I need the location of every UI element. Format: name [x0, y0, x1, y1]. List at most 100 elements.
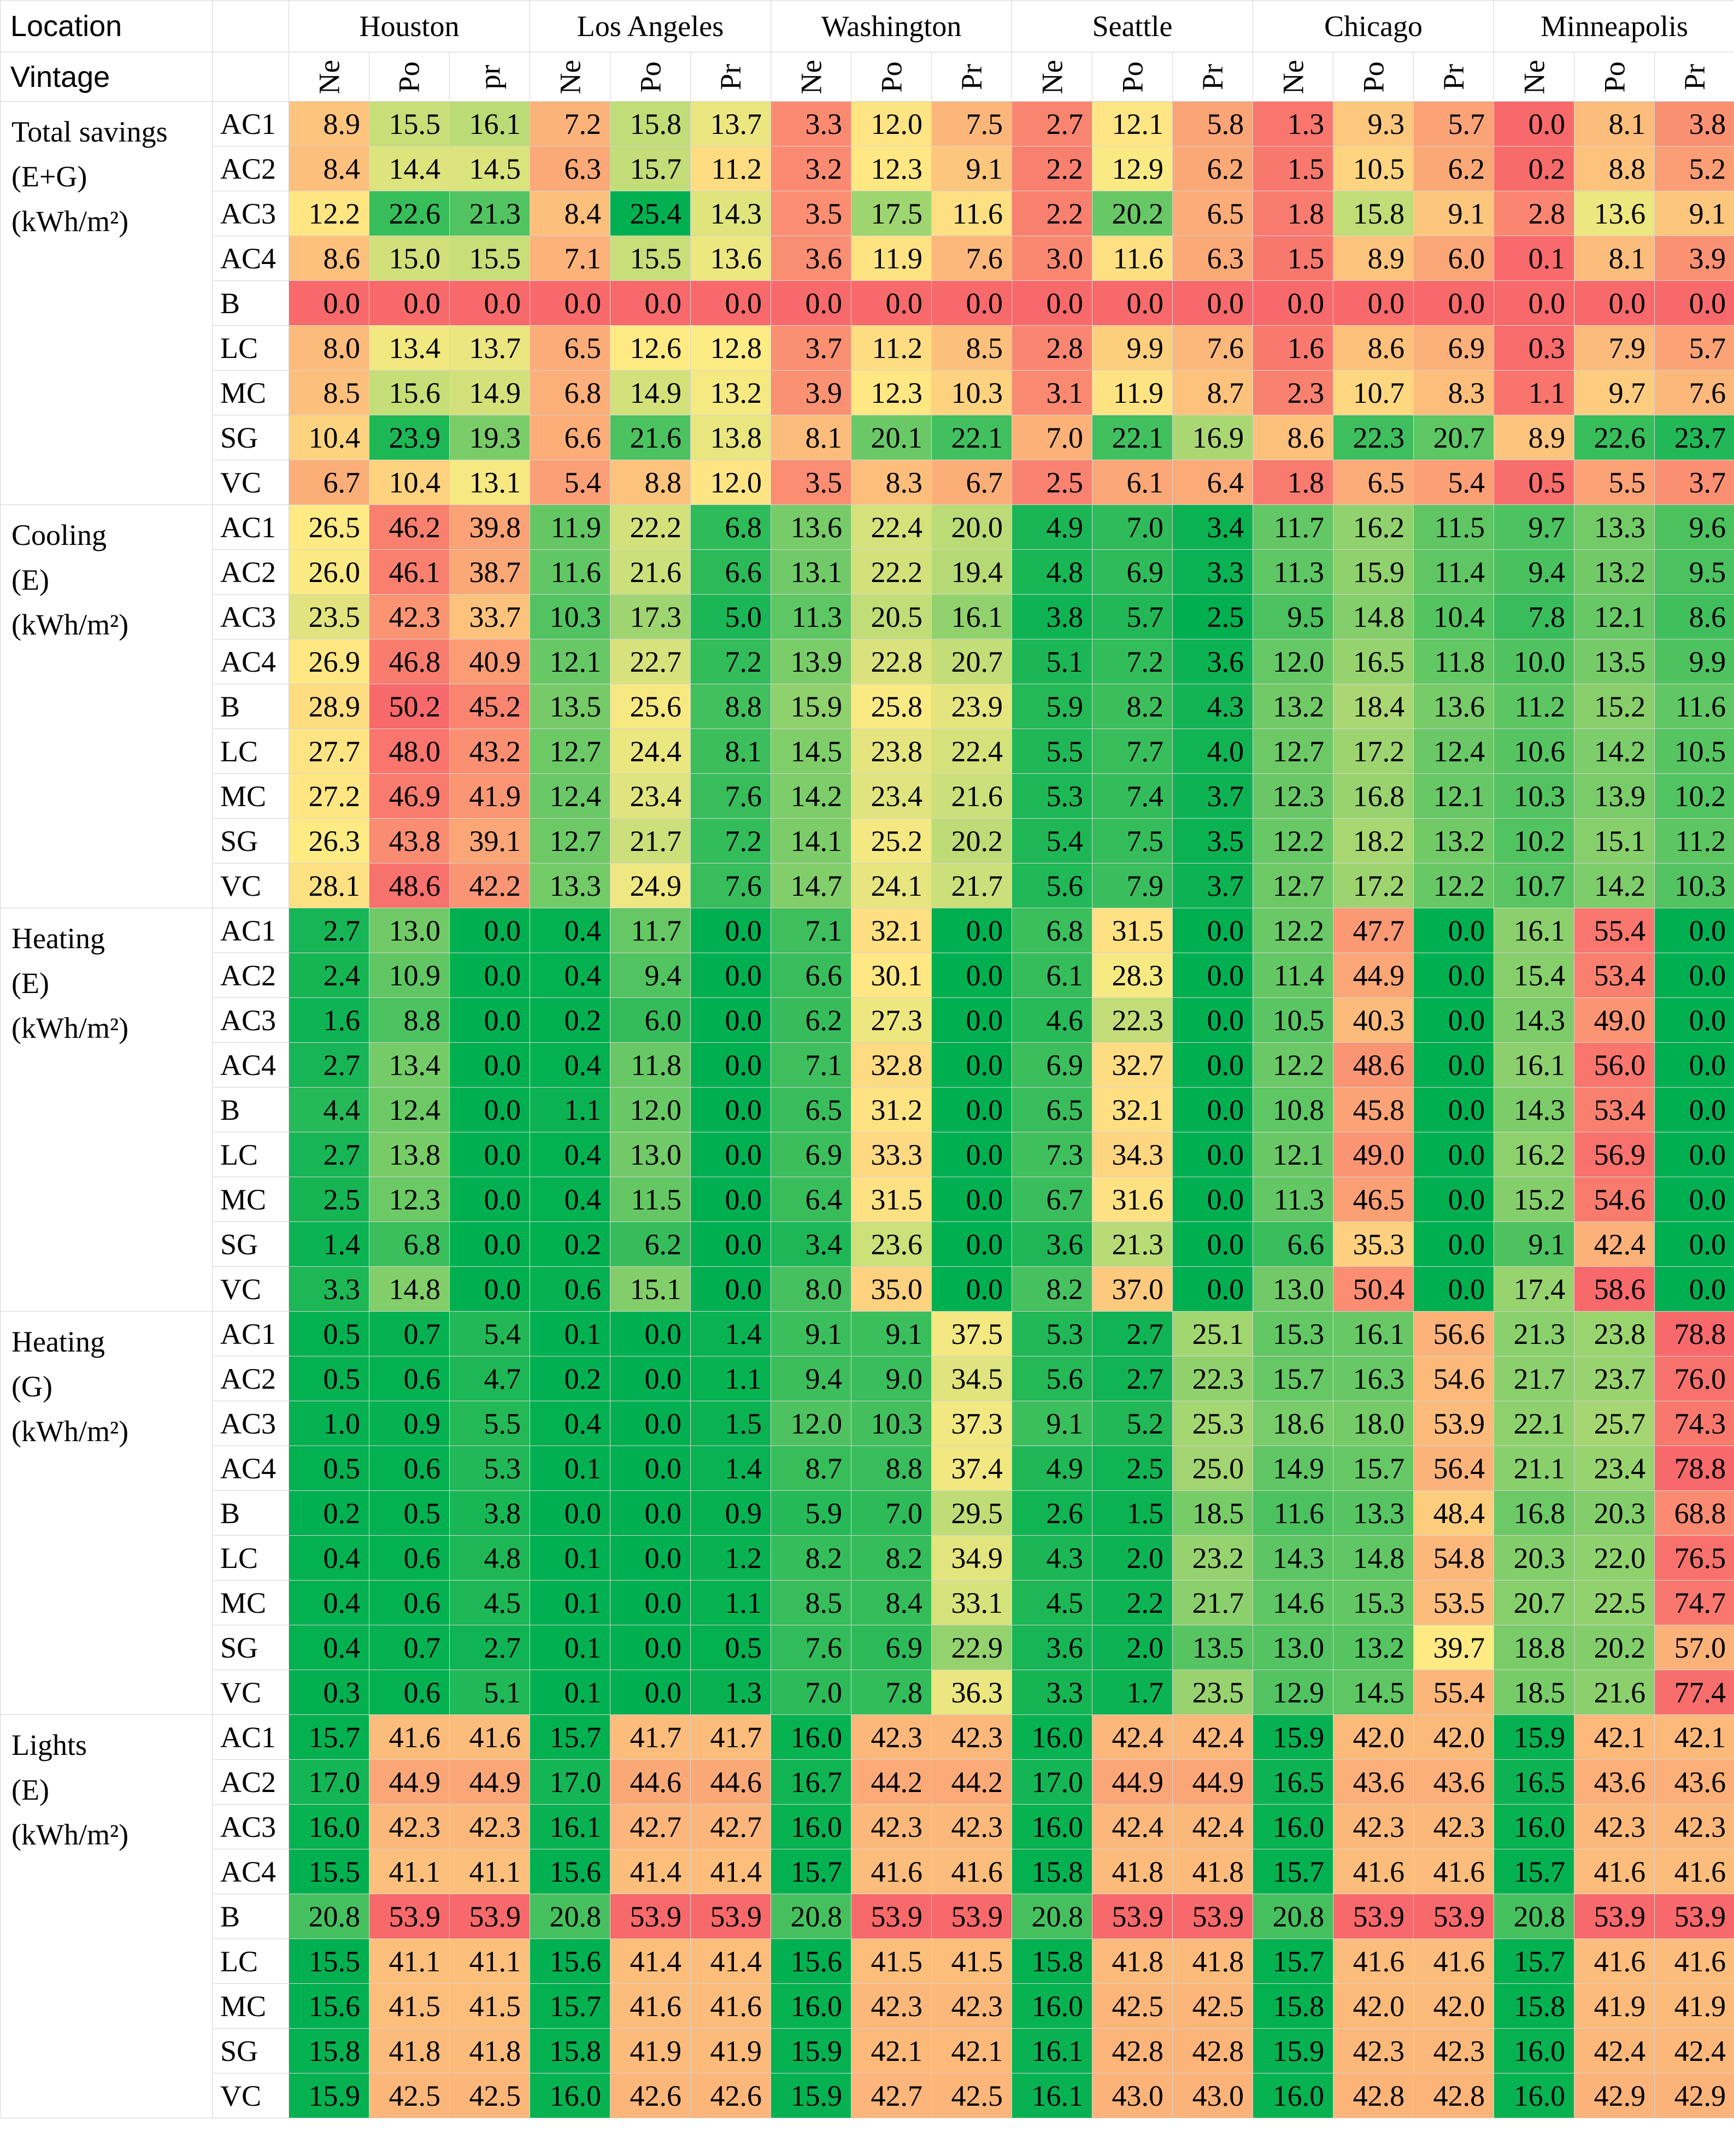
data-cell: 12.6 — [610, 325, 691, 371]
data-cell: 13.6 — [771, 504, 852, 550]
data-cell: 22.6 — [1574, 415, 1655, 460]
vintage-header-label: Vintage — [0, 52, 213, 102]
vintage-label: Pr — [931, 52, 1013, 102]
data-cell: 0.1 — [1494, 236, 1575, 281]
data-cell: 0.0 — [690, 908, 772, 953]
data-cell: 0.5 — [289, 1446, 369, 1491]
data-cell: 42.7 — [690, 1804, 772, 1849]
empty-header-cell — [212, 52, 289, 102]
data-cell: 7.3 — [1012, 1132, 1093, 1177]
data-cell: 42.3 — [851, 1804, 932, 1849]
strategy-label: AC3 — [212, 594, 289, 639]
data-cell: 11.3 — [1253, 549, 1334, 595]
data-cell: 5.5 — [1574, 460, 1655, 505]
data-cell: 20.8 — [1253, 1894, 1334, 1939]
data-cell: 9.1 — [1494, 1221, 1575, 1267]
data-cell: 0.0 — [851, 280, 932, 326]
data-cell: 16.0 — [1012, 1983, 1093, 2029]
data-cell: 0.0 — [1172, 1042, 1254, 1088]
data-cell: 0.0 — [449, 1266, 531, 1312]
data-cell: 46.5 — [1333, 1177, 1414, 1222]
data-cell: 11.3 — [771, 594, 852, 639]
data-cell: 0.0 — [449, 1087, 531, 1132]
data-row: AC3 1.6 8.8 0.0 0.2 6.0 0.0 6.2 27.3 0.0 4.6 22.3 0.… — [1, 997, 1734, 1043]
strategy-label: B — [212, 1087, 289, 1132]
data-cell: 7.4 — [1092, 773, 1173, 819]
data-row: Cooling (E) (kWh/m²) AC1 26.5 46.2 39.8 11.9 22… — [0, 504, 1734, 908]
vintage-label: Po — [369, 52, 450, 102]
data-cell: 0.0 — [1413, 1221, 1495, 1267]
data-row: MC 2.5 12.3 0.0 0.4 11.5 0.0 6.4 31.5 0.0 6.7 31.6 0… — [1, 1177, 1734, 1222]
data-cell: 8.2 — [771, 1535, 852, 1581]
data-row: SG 10.4 23.9 19.3 6.6 21.6 13.8 8.1 20.1 22.1 7.0 2… — [1, 415, 1734, 460]
data-cell: 6.1 — [1012, 953, 1093, 998]
group-label-line: Heating — [11, 1325, 105, 1358]
data-cell: 5.0 — [690, 594, 772, 639]
data-cell: 0.0 — [1172, 1221, 1254, 1267]
group-label-line: (E+G) — [11, 160, 87, 193]
data-cell: 1.6 — [1253, 325, 1334, 371]
data-cell: 15.1 — [610, 1266, 691, 1312]
strategy-label: AC3 — [212, 191, 289, 236]
data-cell: 25.1 — [1172, 1311, 1254, 1356]
data-row: SG 15.8 41.8 41.8 15.8 41.9 41.9 15.9 42.1 42.1 16… — [1, 2028, 1734, 2073]
data-cell: 42.4 — [1092, 1804, 1173, 1849]
strategy-label: LC — [212, 1938, 289, 1984]
data-cell: 16.0 — [289, 1804, 369, 1849]
data-cell: 56.9 — [1574, 1132, 1655, 1177]
data-cell: 12.3 — [851, 146, 932, 191]
data-cell: 0.0 — [690, 997, 772, 1043]
data-cell: 41.7 — [610, 1714, 691, 1760]
data-cell: 5.5 — [1012, 729, 1093, 774]
data-cell: 6.7 — [1012, 1177, 1093, 1222]
data-cell: 11.9 — [530, 504, 611, 550]
data-cell: 42.5 — [1172, 1983, 1254, 2029]
data-cell: 3.7 — [1654, 460, 1734, 505]
data-cell: 16.0 — [1494, 2073, 1575, 2118]
data-cell: 12.4 — [1413, 729, 1495, 774]
data-cell: 0.4 — [530, 1132, 611, 1177]
vintage-label: Pr — [1172, 52, 1254, 102]
data-cell: 20.7 — [1413, 415, 1495, 460]
data-cell: 10.3 — [530, 594, 611, 639]
data-cell: 42.9 — [1574, 2073, 1655, 2118]
data-cell: 15.7 — [1494, 1849, 1575, 1894]
vintage-label: Pr — [1413, 52, 1495, 102]
data-cell: 10.4 — [369, 460, 450, 505]
strategy-label: SG — [212, 1625, 289, 1670]
data-cell: 0.0 — [1172, 280, 1254, 326]
data-cell: 39.8 — [449, 504, 531, 550]
data-cell: 9.7 — [1494, 504, 1575, 550]
data-cell: 7.6 — [771, 1625, 852, 1670]
data-cell: 22.4 — [851, 504, 932, 550]
data-cell: 0.0 — [1413, 1132, 1495, 1177]
data-cell: 13.0 — [369, 908, 450, 953]
data-cell: 24.9 — [610, 863, 691, 908]
data-cell: 25.2 — [851, 818, 932, 863]
data-row: Heating (E) (kWh/m²) AC1 2.7 13.0 0.0 0.4 11.7… — [0, 908, 1734, 1312]
data-cell: 35.3 — [1333, 1221, 1414, 1267]
data-cell: 13.1 — [449, 460, 531, 505]
group-label-line: (G) — [11, 1370, 52, 1403]
data-cell: 0.6 — [369, 1580, 450, 1625]
data-cell: 7.2 — [1092, 639, 1173, 684]
data-cell: 0.2 — [530, 1221, 611, 1267]
data-cell: 12.2 — [1253, 908, 1334, 953]
data-cell: 22.6 — [369, 191, 450, 236]
data-cell: 0.0 — [1654, 908, 1734, 953]
location-houston: Houston — [288, 0, 531, 52]
data-cell: 13.1 — [771, 549, 852, 595]
data-cell: 27.2 — [289, 773, 369, 819]
data-cell: 15.6 — [289, 1983, 369, 2029]
data-cell: 25.6 — [610, 684, 691, 729]
strategy-label: AC2 — [212, 953, 289, 998]
data-cell: 43.6 — [1654, 1759, 1734, 1805]
data-cell: 43.0 — [1172, 2073, 1254, 2118]
data-cell: 20.2 — [1574, 1625, 1655, 1670]
data-cell: 0.0 — [610, 1580, 691, 1625]
data-cell: 0.0 — [610, 1311, 691, 1356]
data-row: MC 8.5 15.6 14.9 6.8 14.9 13.2 3.9 12.3 10.3 3.1 11… — [1, 370, 1734, 415]
data-cell: 15.7 — [1253, 1849, 1334, 1894]
data-cell: 0.0 — [690, 280, 772, 326]
